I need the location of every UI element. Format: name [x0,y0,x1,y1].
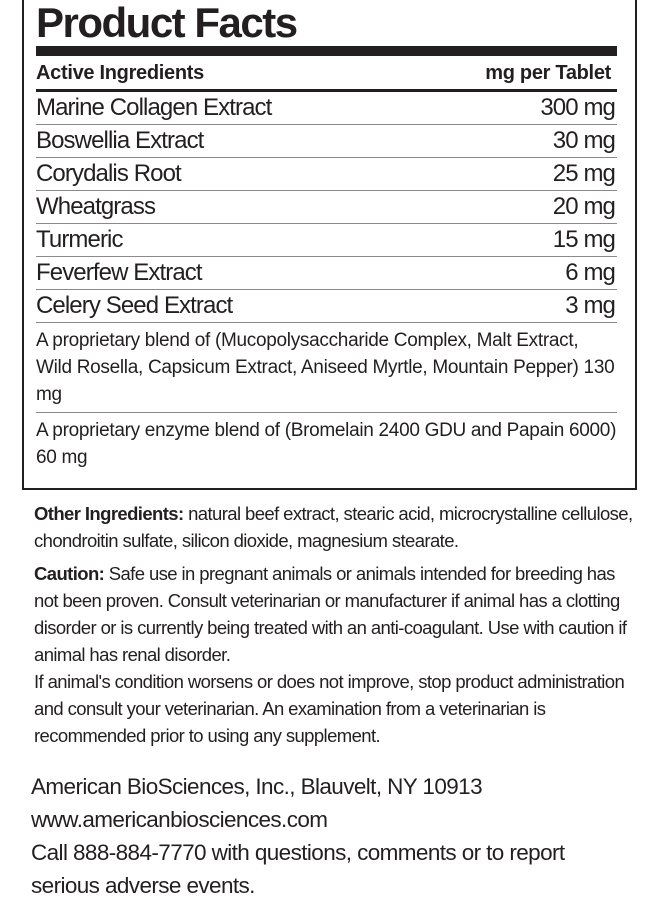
enzyme-blend: A proprietary enzyme blend of (Bromelain… [36,412,617,475]
caution-label: Caution: [34,563,105,584]
ingredient-name: Feverfew Extract [36,259,203,286]
proprietary-blend: A proprietary blend of (Mucopolysacchari… [36,330,615,405]
ingredient-name: Turmeric [36,226,123,253]
ingredient-name: Boswellia Extract [36,127,204,154]
other-ingredients: Other Ingredients: natural beef extract,… [34,500,634,554]
table-row: Celery Seed Extract 3 mg [36,290,617,323]
ingredient-name: Wheatgrass [36,193,156,220]
ingredient-amount: 6 mg [565,259,616,286]
website-link[interactable]: www.americanbiosciences.com [31,807,328,832]
panel-title: Product Facts [36,0,298,46]
ingredient-amount: 3 mg [565,292,616,319]
table-row: Wheatgrass 20 mg [36,191,617,224]
ingredient-name: Celery Seed Extract [36,292,233,319]
ingredient-amount: 25 mg [552,160,616,187]
ingredient-table: Marine Collagen Extract 300 mg Boswellia … [36,92,617,475]
label-text: Other Ingredients: natural beef extract,… [34,500,634,755]
ingredient-name: Marine Collagen Extract [36,94,272,121]
footer: American BioSciences, Inc., Blauvelt, NY… [31,770,591,902]
company-address: American BioSciences, Inc., Blauvelt, NY… [31,774,483,799]
product-facts-panel: Product Facts Active Ingredients mg per … [22,0,637,490]
table-row: Corydalis Root 25 mg [36,158,617,191]
header-mg-per-tablet: mg per Tablet [485,61,611,84]
caution: Caution: Safe use in pregnant animals or… [34,560,634,668]
ingredient-name: Corydalis Root [36,160,182,187]
ingredient-amount: 15 mg [552,226,616,253]
header-divider [36,89,617,92]
ingredient-amount: 20 mg [552,193,616,220]
table-row: Feverfew Extract 6 mg [36,257,617,290]
table-row: Boswellia Extract 30 mg [36,125,617,158]
ingredient-amount: 30 mg [552,127,616,154]
title-divider [36,46,617,56]
contact-info: Call 888-884-7770 with questions, commen… [31,840,565,898]
caution-text: Safe use in pregnant animals or animals … [34,563,627,665]
header-active-ingredients: Active Ingredients [36,61,204,84]
other-ingredients-label: Other Ingredients: [34,503,184,524]
caution-continued: If animal's condition worsens or does no… [34,671,625,746]
ingredient-amount: 300 mg [540,94,616,121]
table-header: Active Ingredients mg per Tablet [36,58,611,88]
table-row: Marine Collagen Extract 300 mg [36,92,617,125]
other-ingredients-text: natural beef extract, stearic acid, micr… [34,503,633,551]
table-row: Turmeric 15 mg [36,224,617,257]
